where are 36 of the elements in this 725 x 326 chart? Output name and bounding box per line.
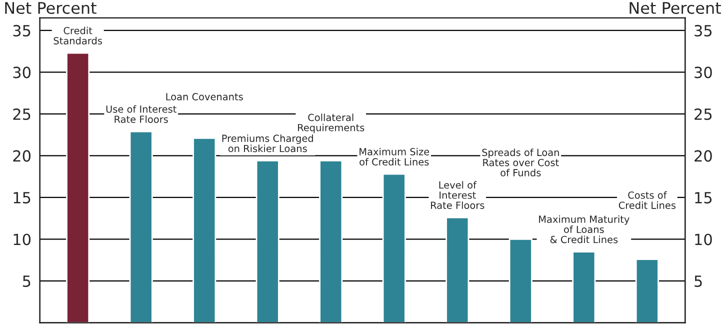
bar xyxy=(508,238,532,323)
x-tick-label: Maximum Size of Credit Lines xyxy=(360,148,430,166)
y-tick-label: 30 xyxy=(13,66,31,78)
bar xyxy=(319,160,343,323)
y-tick-label: 5 xyxy=(23,276,30,288)
x-tick-label: Credit Standards xyxy=(54,26,102,44)
bar xyxy=(382,173,406,323)
y-tick-label: 20 xyxy=(13,150,31,162)
bar xyxy=(446,216,470,323)
x-tick-label: Premiums Charged on Riskier Loans xyxy=(222,134,313,152)
y2-axis-title: Net Percent xyxy=(630,2,721,14)
y2-tick-label: 35 xyxy=(694,24,712,36)
y2-tick-label: 10 xyxy=(695,234,712,246)
y2-tick-label: 15 xyxy=(695,192,712,204)
x-tick-label: Spreads of Loan Rates over Cost of Funds xyxy=(482,148,559,176)
y2-tick-label: 20 xyxy=(694,150,712,162)
y-tick-label: 35 xyxy=(13,24,30,36)
y-axis-title: Net Percent xyxy=(5,2,96,14)
bar xyxy=(192,137,216,323)
y-tick-label: 25 xyxy=(13,108,30,120)
x-tick-label: Level of Interest Rate Floors xyxy=(431,181,484,209)
x-tick-label: Loan Covenants xyxy=(166,93,243,100)
y-tick-label: 15 xyxy=(14,192,30,204)
y2-tick-label: 25 xyxy=(694,108,712,120)
bar xyxy=(635,258,659,323)
y-tick-label: 10 xyxy=(14,234,31,246)
y2-tick-label: 5 xyxy=(694,276,702,288)
bar xyxy=(572,251,596,323)
bar xyxy=(66,52,90,323)
bar xyxy=(256,160,280,323)
y2-tick-label: 30 xyxy=(694,66,712,78)
x-tick-label: Use of Interest Rate Floors xyxy=(106,105,176,123)
bar xyxy=(129,130,153,323)
x-tick-label: Collateral Requirements xyxy=(298,114,364,134)
x-tick-label: Maximum Maturity of Loans & Credit Lines xyxy=(539,215,630,244)
x-tick-label: Costs of Credit Lines xyxy=(618,191,676,209)
